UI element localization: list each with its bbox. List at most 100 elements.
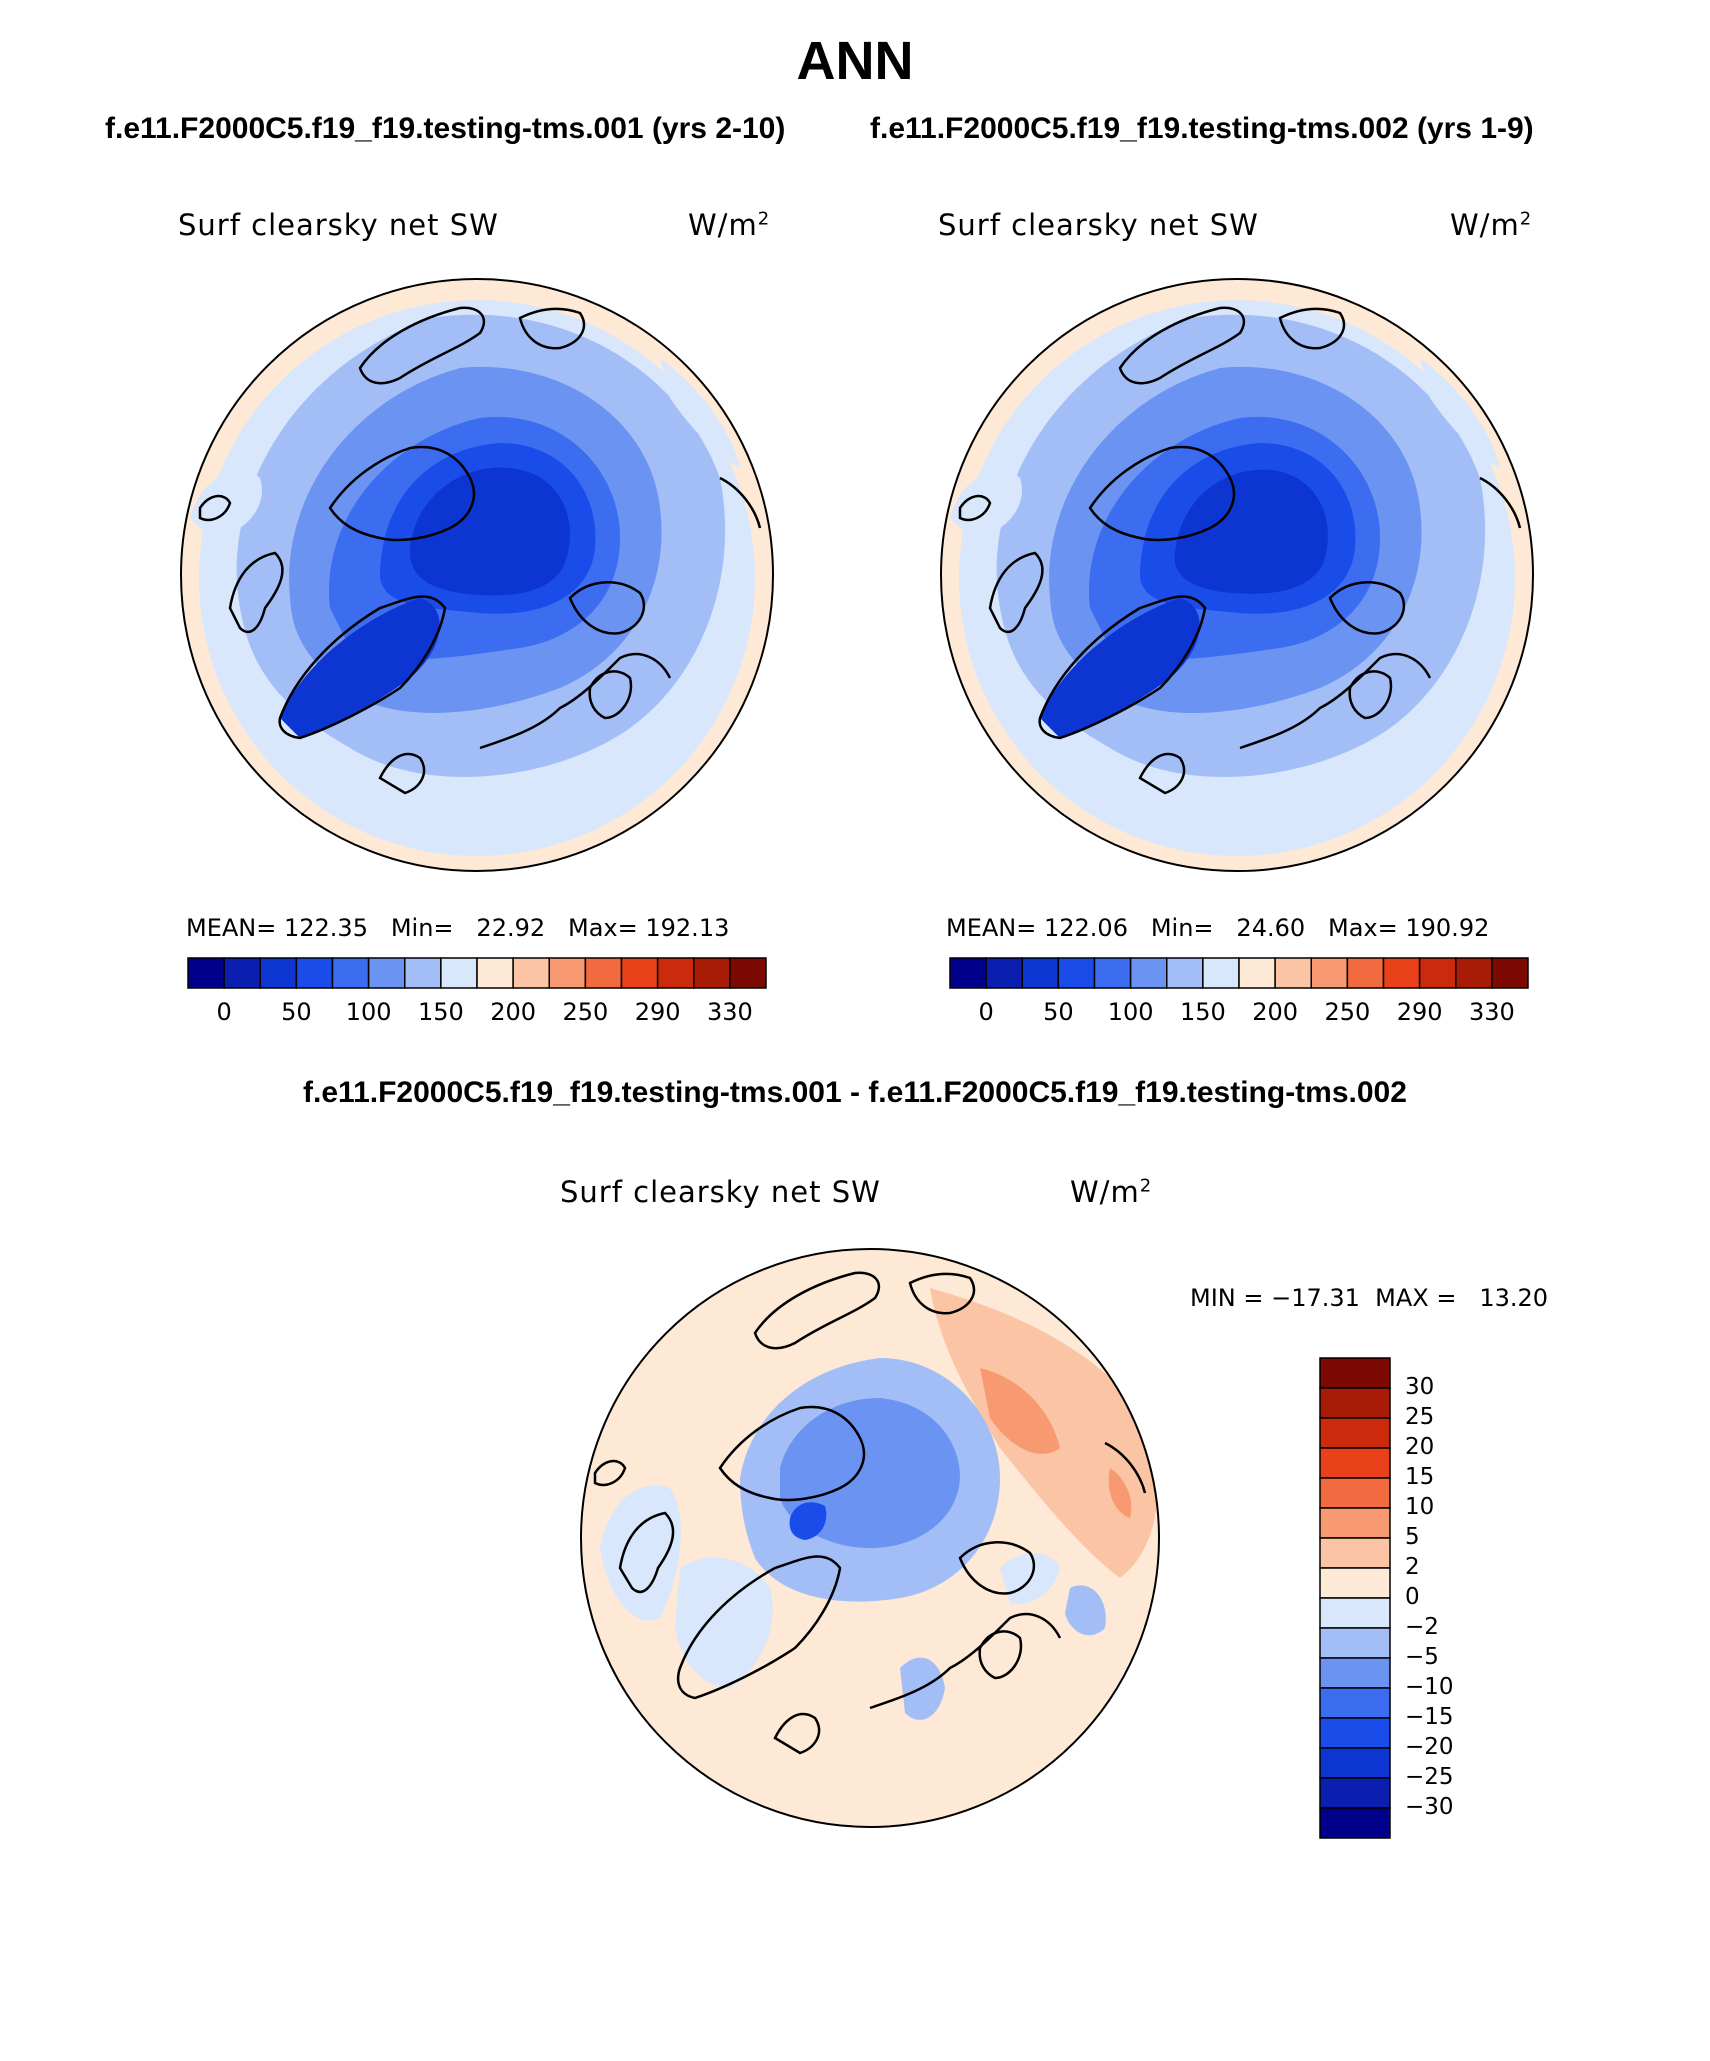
- right-colorbar-ticks: 0 50 100 150 200 250 290 330: [950, 998, 1528, 1028]
- colorbar-tick-label: 50: [281, 998, 312, 1026]
- colorbar-swatch: [1319, 1657, 1391, 1689]
- colorbar-swatch: [1319, 1507, 1391, 1539]
- colorbar-swatch: [729, 957, 767, 989]
- diff-stats: MIN = −17.31 MAX = 13.20: [1190, 1284, 1549, 1312]
- colorbar-swatch: [1129, 957, 1168, 989]
- left-variable-label: Surf clearsky net SW: [178, 208, 499, 242]
- colorbar-swatch: [1319, 1537, 1391, 1569]
- colorbar-tick-label: 150: [1179, 998, 1226, 1026]
- colorbar-swatch: [1319, 1387, 1391, 1419]
- colorbar-tick-label: −20: [1405, 1734, 1454, 1760]
- colorbar-tick-label: −30: [1405, 1794, 1454, 1820]
- colorbar-swatch: [693, 957, 731, 989]
- colorbar-swatch: [187, 957, 225, 989]
- left-colorbar: [187, 957, 767, 989]
- colorbar-tick-label: 290: [634, 998, 681, 1026]
- colorbar-swatch: [1238, 957, 1276, 989]
- colorbar-swatch: [331, 957, 370, 989]
- colorbar-swatch: [476, 957, 514, 989]
- diff-colorbar: [1319, 1357, 1391, 1839]
- colorbar-tick-label: 200: [490, 998, 537, 1026]
- colorbar-tick-label: 2: [1405, 1554, 1420, 1580]
- colorbar-tick-label: 25: [1405, 1404, 1435, 1430]
- left-units-label: W/m2: [688, 208, 771, 242]
- colorbar-swatch: [1491, 957, 1529, 989]
- colorbar-tick-label: 250: [562, 998, 609, 1026]
- colorbar-swatch: [1319, 1687, 1391, 1719]
- main-title: ANN: [796, 31, 914, 91]
- colorbar-tick-label: 5: [1405, 1524, 1420, 1550]
- colorbar-tick-label: 250: [1324, 998, 1371, 1026]
- colorbar-tick-label: 330: [1468, 998, 1515, 1026]
- colorbar-tick-label: −5: [1405, 1644, 1439, 1670]
- colorbar-tick-label: 200: [1252, 998, 1299, 1026]
- colorbar-swatch: [1319, 1597, 1391, 1629]
- colorbar-swatch: [1319, 1477, 1391, 1509]
- colorbar-swatch: [1346, 957, 1385, 989]
- colorbar-swatch: [259, 957, 298, 989]
- colorbar-swatch: [404, 957, 442, 989]
- colorbar-swatch: [1202, 957, 1240, 989]
- left-polar-map: [180, 278, 774, 872]
- colorbar-swatch: [1418, 957, 1457, 989]
- colorbar-tick-label: 50: [1043, 998, 1074, 1026]
- colorbar-tick-label: −15: [1405, 1704, 1454, 1730]
- case-title-right: f.e11.F2000C5.f19_f19.testing-tms.002 (y…: [870, 112, 1534, 145]
- colorbar-swatch: [1455, 957, 1493, 989]
- colorbar-swatch: [1319, 1747, 1391, 1779]
- colorbar-tick-label: 10: [1405, 1494, 1435, 1520]
- right-colorbar: [949, 957, 1529, 989]
- diff-title: f.e11.F2000C5.f19_f19.testing-tms.001 - …: [303, 1076, 1407, 1109]
- colorbar-tick-label: −2: [1405, 1614, 1439, 1640]
- colorbar-swatch: [1319, 1807, 1391, 1839]
- colorbar-swatch: [985, 957, 1023, 989]
- colorbar-tick-label: −10: [1405, 1674, 1454, 1700]
- colorbar-swatch: [295, 957, 334, 989]
- diff-variable-label: Surf clearsky net SW: [560, 1175, 881, 1209]
- right-polar-map: [940, 278, 1534, 872]
- colorbar-swatch: [512, 957, 550, 989]
- left-colorbar-ticks: 0 50 100 150 200 250 290 330: [188, 998, 766, 1028]
- diff-colorbar-ticks: 30 25 20 15 10 5 2 0 −2 −5 −10 −15 −20 −25 −30: [1405, 1358, 1525, 1838]
- left-stats: MEAN= 122.35 Min= 22.92 Max= 192.13: [186, 914, 730, 942]
- colorbar-swatch: [1319, 1417, 1391, 1449]
- colorbar-swatch: [1093, 957, 1132, 989]
- right-variable-label: Surf clearsky net SW: [938, 208, 1259, 242]
- colorbar-swatch: [1382, 957, 1421, 989]
- colorbar-swatch: [1057, 957, 1096, 989]
- colorbar-swatch: [1274, 957, 1312, 989]
- colorbar-tick-label: 100: [1107, 998, 1154, 1026]
- colorbar-tick-label: 330: [706, 998, 753, 1026]
- colorbar-swatch: [367, 957, 406, 989]
- colorbar-swatch: [1319, 1357, 1391, 1389]
- colorbar-swatch: [1319, 1627, 1391, 1659]
- case-title-left: f.e11.F2000C5.f19_f19.testing-tms.001 (y…: [105, 112, 786, 145]
- colorbar-swatch: [223, 957, 261, 989]
- diff-units-label: W/m2: [1070, 1175, 1153, 1209]
- right-units-label: W/m2: [1450, 208, 1533, 242]
- colorbar-tick-label: 100: [345, 998, 392, 1026]
- colorbar-swatch: [620, 957, 659, 989]
- colorbar-tick-label: −25: [1405, 1764, 1454, 1790]
- diff-polar-map: [580, 1248, 1160, 1828]
- colorbar-swatch: [1319, 1567, 1391, 1599]
- colorbar-swatch: [656, 957, 695, 989]
- colorbar-swatch: [1021, 957, 1060, 989]
- colorbar-swatch: [548, 957, 587, 989]
- colorbar-swatch: [1319, 1717, 1391, 1749]
- colorbar-swatch: [1319, 1447, 1391, 1479]
- colorbar-tick-label: 20: [1405, 1434, 1435, 1460]
- colorbar-tick-label: 0: [1405, 1584, 1420, 1610]
- colorbar-tick-label: 0: [978, 998, 994, 1026]
- colorbar-swatch: [949, 957, 987, 989]
- colorbar-swatch: [584, 957, 623, 989]
- colorbar-tick-label: 30: [1405, 1374, 1435, 1400]
- colorbar-tick-label: 290: [1396, 998, 1443, 1026]
- colorbar-tick-label: 150: [417, 998, 464, 1026]
- colorbar-swatch: [1166, 957, 1204, 989]
- colorbar-swatch: [1319, 1777, 1391, 1809]
- colorbar-tick-label: 15: [1405, 1464, 1435, 1490]
- colorbar-swatch: [1310, 957, 1349, 989]
- right-stats: MEAN= 122.06 Min= 24.60 Max= 190.92: [946, 914, 1490, 942]
- colorbar-swatch: [440, 957, 478, 989]
